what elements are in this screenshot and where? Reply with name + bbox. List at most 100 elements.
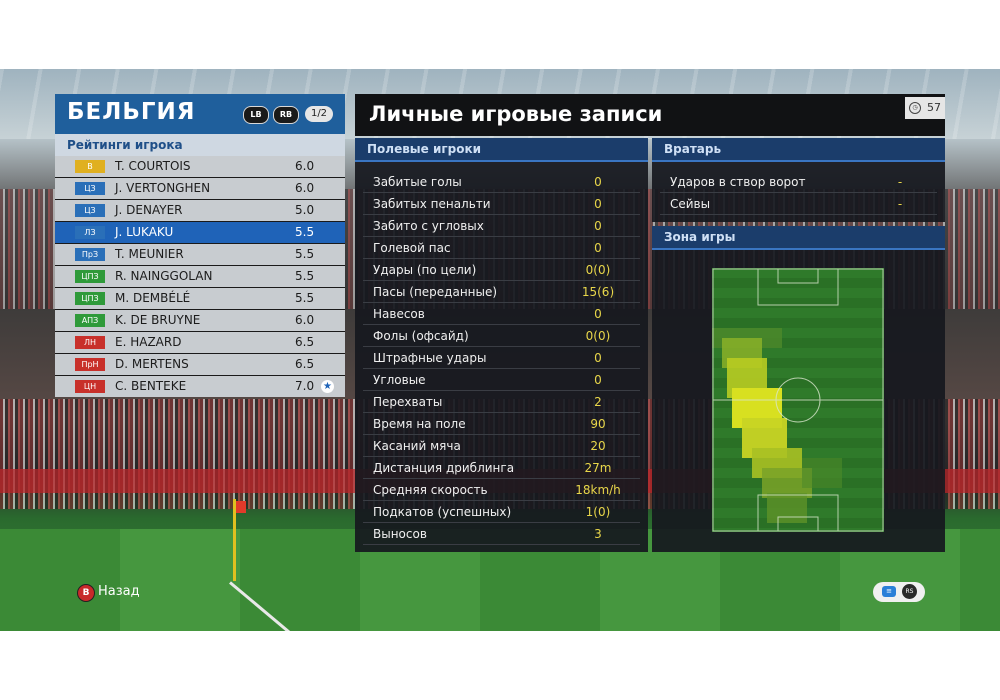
stat-label: Голевой пас (373, 241, 451, 255)
player-row[interactable]: ЦПЗ R. NAINGGOLAN 5.5 (55, 266, 345, 287)
player-rating: 5.5 (295, 269, 315, 283)
team-name: БЕЛЬГИЯ (67, 99, 196, 125)
stat-row: Забитые голы 0 (363, 172, 640, 193)
stat-value: 0 (594, 307, 602, 321)
goalkeeper-title: Вратарь (652, 138, 945, 162)
stat-value: 0 (594, 373, 602, 387)
player-name: C. BENTEKE (115, 379, 187, 393)
stat-label: Забитых пенальти (373, 197, 491, 211)
position-badge: ЦЗ (75, 182, 105, 195)
stat-row: Дистанция дриблинга 27m (363, 458, 640, 479)
position-badge: ЛЗ (75, 226, 105, 239)
position-badge: ПрН (75, 358, 105, 371)
field-players-title: Полевые игроки (355, 138, 648, 162)
rb-button[interactable]: RB (273, 106, 299, 124)
player-name: R. NAINGGOLAN (115, 269, 213, 283)
stat-label: Забито с угловых (373, 219, 484, 233)
player-name: T. MEUNIER (115, 247, 184, 261)
chat-rs-control[interactable]: ≡ RS (873, 582, 925, 602)
player-row[interactable]: АПЗ K. DE BRUYNE 6.0 (55, 310, 345, 331)
stat-value: 27m (584, 461, 612, 475)
player-rating: 5.5 (295, 247, 315, 261)
stat-row: Сейвы - (660, 194, 937, 215)
lb-button[interactable]: LB (243, 106, 269, 124)
goalkeeper-section: Вратарь Ударов в створ ворот - Сейвы - (652, 138, 945, 222)
player-rating: 6.5 (295, 335, 315, 349)
stat-value: 20 (590, 439, 606, 453)
stat-value: 1(0) (585, 505, 611, 519)
position-badge: ЦПЗ (75, 270, 105, 283)
stat-value: 0 (594, 351, 602, 365)
stat-value: 0 (594, 197, 602, 211)
player-name: M. DEMBÉLÉ (115, 291, 191, 305)
stat-row: Навесов 0 (363, 304, 640, 325)
player-row[interactable]: ЛН E. HAZARD 6.5 (55, 332, 345, 353)
stat-label: Штрафные удары (373, 351, 487, 365)
stat-row: Забитых пенальти 0 (363, 194, 640, 215)
stat-row: Пасы (переданные) 15(6) (363, 282, 640, 303)
back-label: Назад (98, 584, 140, 599)
stat-label: Забитые голы (373, 175, 462, 189)
field-players-section: Полевые игроки Забитые голы 0 Забитых пена… (355, 138, 648, 552)
position-badge: ЦЗ (75, 204, 105, 217)
stat-row: Подкатов (успешных) 1(0) (363, 502, 640, 523)
stat-value: 0 (594, 241, 602, 255)
player-name: J. DENAYER (115, 203, 183, 217)
page-indicator: 1/2 (305, 106, 333, 122)
stat-value: - (897, 175, 903, 189)
records-panel: Личные игровые записи ◷ 57 Полевые игрок… (355, 94, 945, 552)
player-name: T. COURTOIS (115, 159, 191, 173)
rs-stick-icon: RS (902, 584, 917, 599)
player-row[interactable]: ПрЗ T. MEUNIER 5.5 (55, 244, 345, 265)
stat-value: 3 (594, 527, 602, 541)
player-name: D. MERTENS (115, 357, 189, 371)
player-rating: 6.0 (295, 313, 315, 327)
timer-value: 57 (927, 101, 941, 114)
stat-value: 18km/h (575, 483, 621, 497)
b-button-icon: B (77, 584, 95, 602)
stat-label: Фолы (офсайд) (373, 329, 469, 343)
position-badge: ПрЗ (75, 248, 105, 261)
player-list: В T. COURTOIS 6.0 ЦЗ J. VERTONGHEN 6.0 ЦЗ J. DE… (55, 156, 345, 397)
player-rating: 5.0 (295, 203, 315, 217)
player-name: J. VERTONGHEN (115, 181, 211, 195)
player-name: K. DE BRUYNE (115, 313, 201, 327)
clock-icon: ◷ (909, 102, 921, 114)
player-rating: 5.5 (295, 291, 315, 305)
player-rating: 6.0 (295, 159, 315, 173)
position-badge: АПЗ (75, 314, 105, 327)
stat-value: 0 (594, 219, 602, 233)
position-badge: В (75, 160, 105, 173)
heatmap-field (712, 268, 884, 532)
team-panel: БЕЛЬГИЯ LB RB 1/2 Рейтинги игрока В T. CO… (55, 94, 345, 399)
stat-row: Фолы (офсайд) 0(0) (363, 326, 640, 347)
stat-label: Пасы (переданные) (373, 285, 498, 299)
stat-row: Касаний мяча 20 (363, 436, 640, 457)
player-row[interactable]: ЦН C. BENTEKE 7.0 ★ (55, 376, 345, 397)
field-stats-list: Забитые голы 0 Забитых пенальти 0 Забито с у… (355, 162, 648, 545)
stat-value: 90 (590, 417, 606, 431)
stat-value: 0(0) (585, 329, 611, 343)
player-name: J. LUKAKU (115, 225, 174, 239)
stat-label: Выносов (373, 527, 427, 541)
records-title: Личные игровые записи (369, 102, 663, 126)
player-rating: 6.5 (295, 357, 315, 371)
player-row[interactable]: ЦЗ J. VERTONGHEN 6.0 (55, 178, 345, 199)
position-badge: ЦПЗ (75, 292, 105, 305)
player-row[interactable]: ПрН D. MERTENS 6.5 (55, 354, 345, 375)
stat-label: Сейвы (670, 197, 711, 211)
player-row[interactable]: ЦЗ J. DENAYER 5.0 (55, 200, 345, 221)
player-row[interactable]: ЦПЗ M. DEMBÉLÉ 5.5 (55, 288, 345, 309)
ratings-title: Рейтинги игрока (55, 134, 345, 156)
stat-label: Удары (по цели) (373, 263, 477, 277)
stat-label: Угловые (373, 373, 426, 387)
chat-icon: ≡ (882, 586, 896, 597)
stat-label: Дистанция дриблинга (373, 461, 515, 475)
player-row[interactable]: ЛЗ J. LUKAKU 5.5 (55, 222, 345, 243)
stat-row: Средняя скорость 18km/h (363, 480, 640, 501)
stat-label: Перехваты (373, 395, 443, 409)
timer-badge: ◷ 57 (905, 97, 945, 119)
player-row[interactable]: В T. COURTOIS 6.0 (55, 156, 345, 177)
stat-label: Средняя скорость (373, 483, 488, 497)
position-badge: ЛН (75, 336, 105, 349)
